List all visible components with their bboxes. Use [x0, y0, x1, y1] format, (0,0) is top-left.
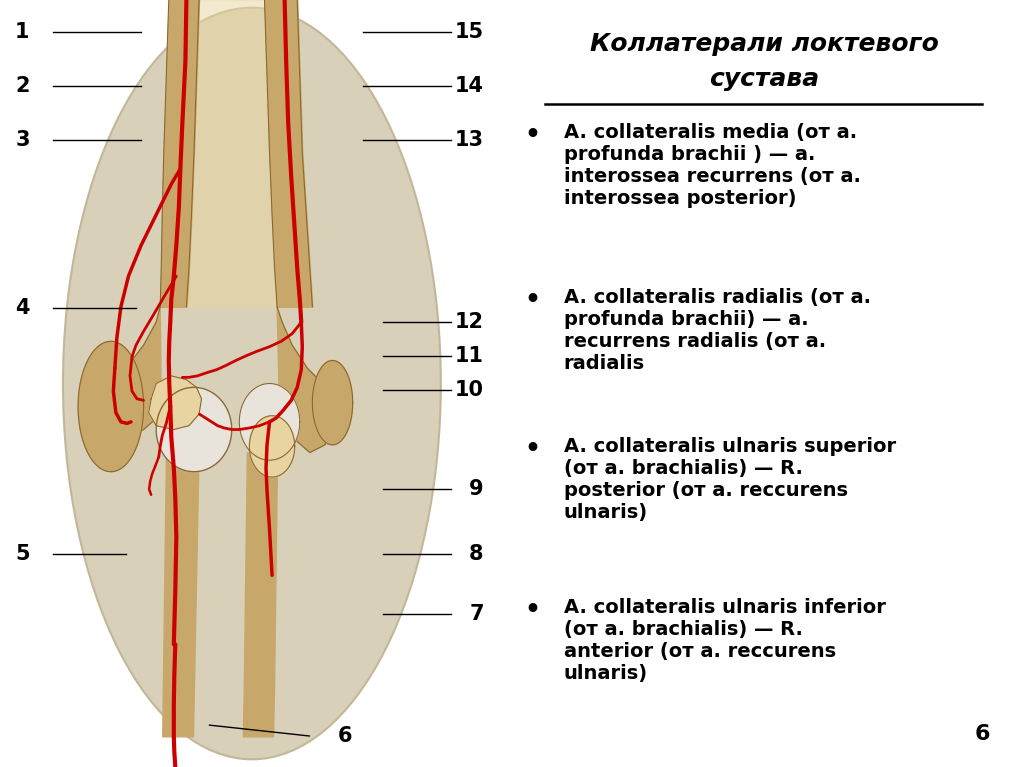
Text: 14: 14: [455, 76, 483, 96]
Text: 15: 15: [455, 22, 483, 42]
Text: 4: 4: [15, 298, 30, 318]
Text: A. collateralis ulnaris superior
(от а. brachialis) — R.
posterior (от а. reccur: A. collateralis ulnaris superior (от а. …: [563, 437, 896, 522]
Text: 3: 3: [15, 130, 30, 150]
Polygon shape: [240, 384, 300, 460]
Text: 10: 10: [455, 380, 483, 400]
Text: •: •: [524, 437, 541, 461]
Polygon shape: [278, 307, 338, 453]
Text: сустава: сустава: [709, 67, 819, 91]
Text: 11: 11: [455, 346, 483, 366]
Text: 12: 12: [455, 312, 483, 332]
Text: 2: 2: [15, 76, 30, 96]
Text: A. collateralis media (от а.
profunda brachii ) — а.
interossea recurrens (от а.: A. collateralis media (от а. profunda br…: [563, 123, 860, 208]
Polygon shape: [148, 376, 202, 430]
Polygon shape: [157, 387, 231, 472]
Text: A. collateralis ulnaris inferior
(от а. brachialis) — R.
anterior (от а. reccure: A. collateralis ulnaris inferior (от а. …: [563, 598, 886, 683]
Ellipse shape: [63, 8, 440, 759]
Text: 5: 5: [15, 544, 30, 564]
Text: 13: 13: [455, 130, 483, 150]
Text: 9: 9: [469, 479, 483, 499]
Text: 7: 7: [469, 604, 483, 624]
Text: •: •: [524, 123, 541, 146]
Polygon shape: [109, 307, 161, 437]
Polygon shape: [250, 416, 295, 477]
Text: 8: 8: [469, 544, 483, 564]
Polygon shape: [78, 341, 143, 472]
Text: Коллатерали локтевого: Коллатерали локтевого: [590, 32, 938, 56]
Text: •: •: [524, 598, 541, 622]
Text: •: •: [524, 288, 541, 311]
Text: 6: 6: [338, 726, 352, 746]
Polygon shape: [312, 360, 352, 445]
Text: A. collateralis radialis (от а.
profunda brachii) — а.
recurrens radialis (от а.: A. collateralis radialis (от а. profunda…: [563, 288, 870, 373]
Text: 1: 1: [15, 22, 30, 42]
Text: 6: 6: [975, 724, 990, 744]
